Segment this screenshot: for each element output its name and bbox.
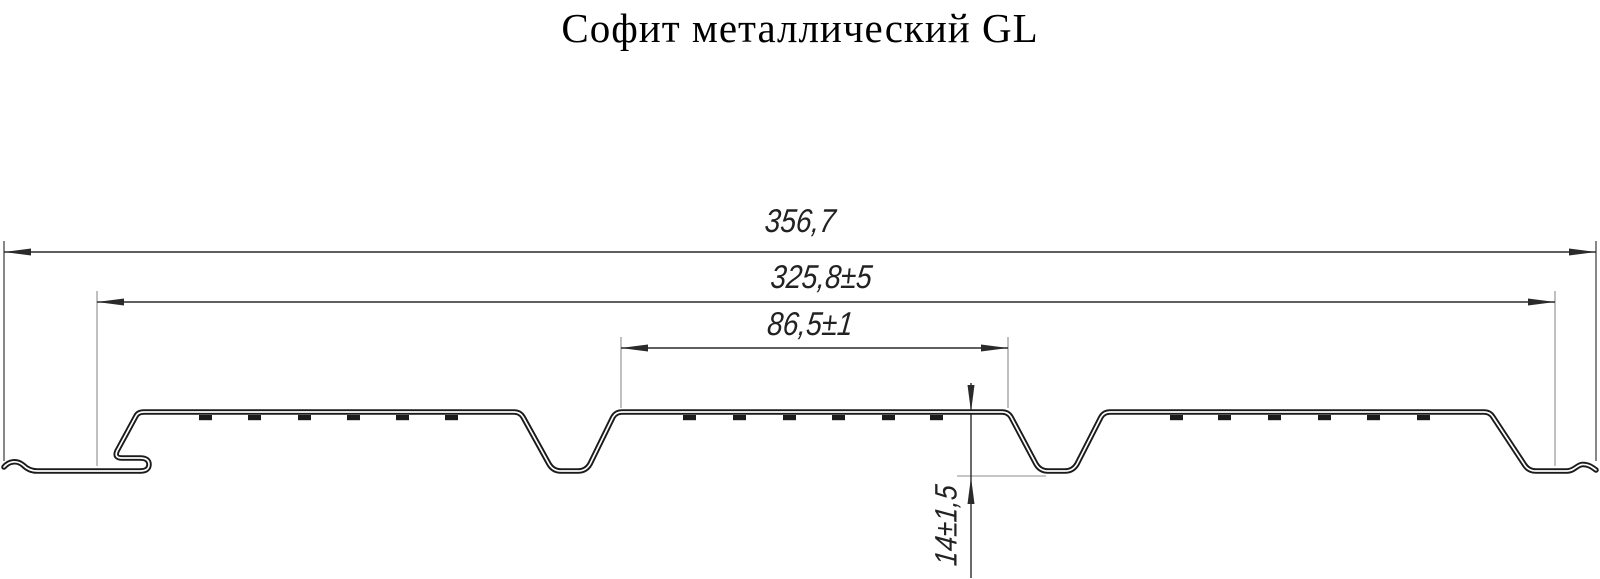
arrow-down-icon (967, 385, 975, 412)
dim-value: 325,8±5 (769, 258, 875, 295)
arrow-left-icon (4, 248, 31, 256)
dim-label-working-width: 325,8±5 (712, 258, 932, 295)
dimension-working-width (97, 298, 1555, 306)
arrow-right-icon (981, 344, 1008, 352)
dim-label-profile-height: 14±1,5 (928, 426, 964, 579)
arrow-left-icon (621, 344, 648, 352)
page-title: Софит металлический GL (561, 5, 1039, 51)
dim-value: 86,5±1 (765, 305, 855, 342)
profile-outline (1, 409, 1599, 474)
arrow-left-icon (97, 298, 124, 306)
perforation-slots (199, 415, 1430, 421)
arrow-right-icon (1569, 248, 1596, 256)
dimension-profile-height (967, 383, 975, 578)
extension-lines (3, 241, 1597, 477)
dim-label-rib-spacing: 86,5±1 (700, 305, 920, 342)
arrow-up-icon (967, 477, 975, 504)
dim-value: 356,7 (762, 202, 838, 239)
arrow-right-icon (1528, 298, 1555, 306)
profile-sheet-core (3, 411, 1597, 472)
dim-value: 14±1,5 (928, 483, 964, 568)
dimension-rib-spacing (621, 344, 1008, 352)
dim-label-overall-width: 356,7 (690, 202, 910, 239)
profile-sheet-outer (1, 409, 1599, 474)
dimension-overall-width (4, 248, 1596, 256)
